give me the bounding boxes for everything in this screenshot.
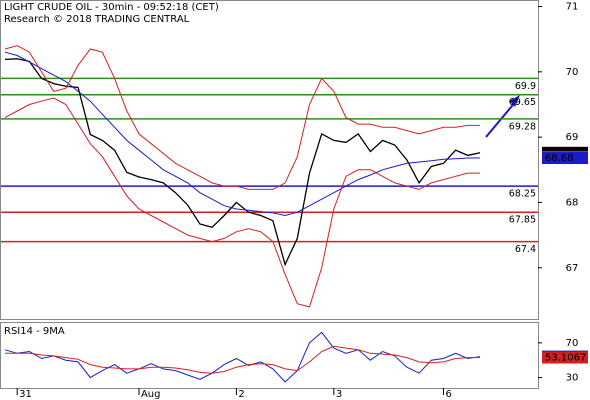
x-tick-label: 3 bbox=[336, 389, 342, 400]
series-line bbox=[5, 345, 481, 374]
x-tick-label: 6 bbox=[445, 389, 451, 400]
series-line bbox=[4, 45, 480, 190]
arrow-head bbox=[509, 95, 520, 107]
price-label: 68.68 bbox=[545, 153, 574, 164]
x-tick-label: Aug bbox=[141, 389, 161, 400]
price-box bbox=[542, 351, 588, 364]
level-label: 69.28 bbox=[509, 121, 536, 132]
level-label: 67.85 bbox=[509, 215, 536, 226]
series-line bbox=[4, 51, 480, 217]
series-line bbox=[4, 331, 481, 383]
y-tick-label: 68 bbox=[566, 197, 579, 208]
level-label: 69.65 bbox=[509, 97, 536, 108]
x-tick-label: 31 bbox=[19, 389, 32, 400]
level-label: 69.9 bbox=[515, 81, 536, 92]
level-label: 68.25 bbox=[509, 189, 536, 200]
series-line bbox=[4, 97, 480, 308]
rsi-title: RSI14 - 9MA bbox=[4, 326, 65, 337]
y-tick-label: 69 bbox=[566, 132, 579, 143]
rsi-y-tick-label: 30 bbox=[566, 373, 579, 384]
y-tick-label: 71 bbox=[566, 2, 579, 13]
y-tick-label: 67 bbox=[566, 263, 579, 274]
chart-subtitle: Research © 2018 TRADING CENTRAL bbox=[4, 14, 190, 25]
x-tick-label: 2 bbox=[238, 389, 244, 400]
y-tick-label: 70 bbox=[566, 67, 579, 78]
chart-title: LIGHT CRUDE OIL - 30min - 09:52:18 (CET) bbox=[4, 2, 219, 13]
main-panel bbox=[0, 0, 539, 320]
price-box bbox=[542, 152, 588, 165]
rsi-panel bbox=[0, 322, 539, 389]
level-label: 67.4 bbox=[515, 244, 536, 255]
rsi-y-tick-label: 70 bbox=[566, 338, 579, 349]
price-label: 53.1067 bbox=[545, 353, 586, 364]
series-line bbox=[4, 58, 481, 267]
